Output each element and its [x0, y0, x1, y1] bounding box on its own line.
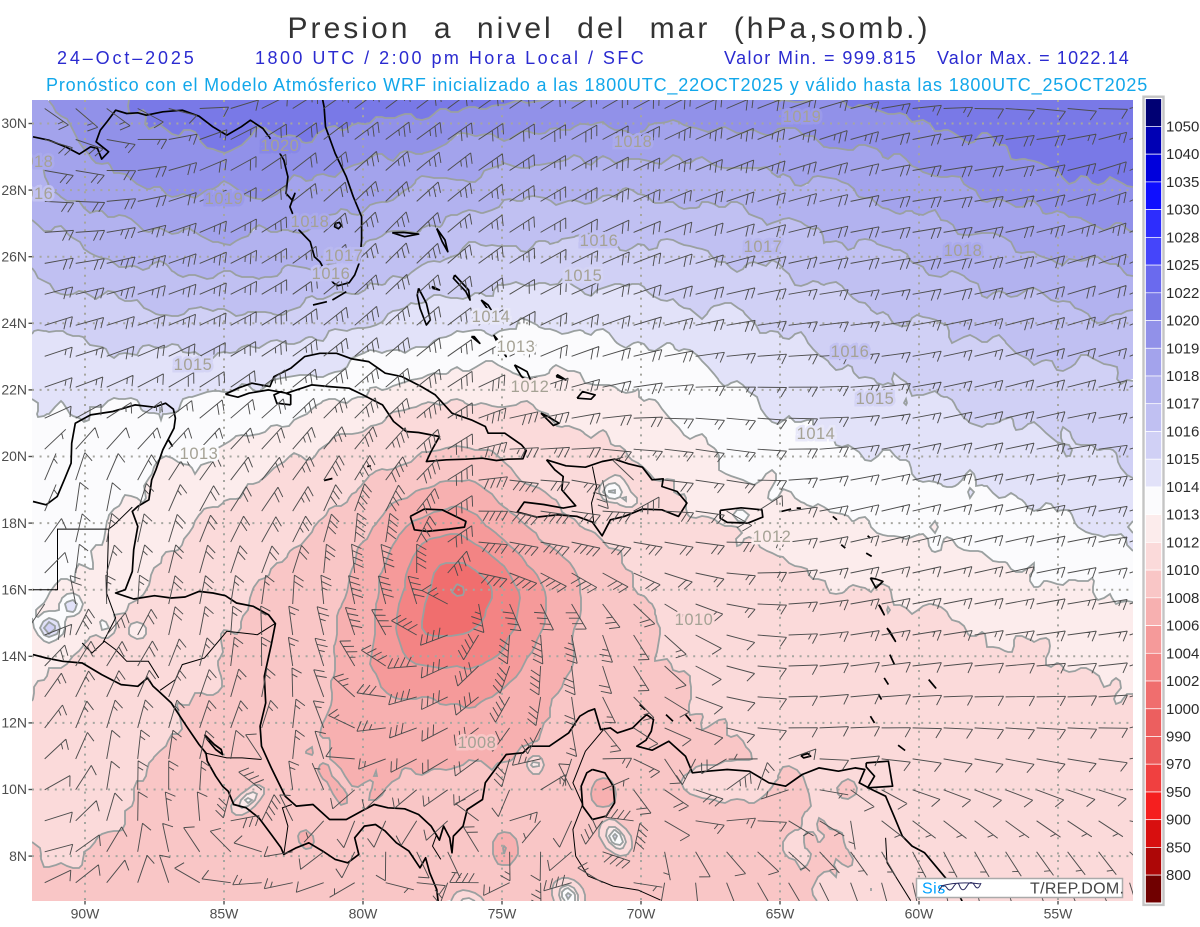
svg-text:12N: 12N — [1, 715, 27, 731]
svg-text:60W: 60W — [905, 906, 935, 922]
svg-text:1010: 1010 — [675, 611, 714, 629]
svg-text:1016: 1016 — [831, 343, 870, 361]
svg-text:1004: 1004 — [1166, 645, 1199, 662]
svg-text:1015: 1015 — [856, 390, 895, 408]
svg-text:85W: 85W — [210, 906, 240, 922]
svg-text:1020: 1020 — [1166, 313, 1199, 330]
svg-text:1017: 1017 — [325, 247, 364, 265]
svg-text:10N: 10N — [1, 781, 27, 797]
svg-text:20N: 20N — [1, 448, 27, 464]
svg-text:800: 800 — [1166, 867, 1191, 884]
svg-text:1008: 1008 — [1166, 590, 1199, 607]
svg-text:Presion a nivel del mar (hPa,s: Presion a nivel del mar (hPa,somb.) — [288, 12, 933, 45]
svg-text:1013: 1013 — [1166, 507, 1199, 524]
svg-text:1016: 1016 — [1166, 424, 1199, 441]
svg-text:18N: 18N — [1, 515, 27, 531]
svg-text:1018: 1018 — [291, 213, 330, 231]
svg-text:1000: 1000 — [1166, 701, 1199, 718]
svg-text:1002: 1002 — [1166, 673, 1199, 690]
svg-text:1016: 1016 — [312, 265, 351, 283]
svg-text:65W: 65W — [766, 906, 796, 922]
svg-text:1017: 1017 — [1166, 396, 1199, 413]
svg-text:1018: 1018 — [944, 242, 983, 260]
svg-text:1014: 1014 — [797, 425, 836, 443]
svg-text:1030: 1030 — [1166, 202, 1199, 219]
svg-text:14N: 14N — [1, 648, 27, 664]
svg-text:80W: 80W — [349, 906, 379, 922]
svg-text:24–Oct–2025: 24–Oct–2025 — [57, 48, 195, 68]
svg-text:1013: 1013 — [497, 338, 536, 356]
svg-text:1013: 1013 — [180, 445, 219, 463]
svg-text:1025: 1025 — [1166, 257, 1199, 274]
svg-text:1800 UTC / 2:00 pm Hora Local: 1800 UTC / 2:00 pm Hora Local / SFC — [255, 48, 645, 68]
svg-text:16N: 16N — [1, 581, 27, 597]
svg-text:1017: 1017 — [744, 238, 783, 256]
svg-text:1018: 1018 — [1166, 368, 1199, 385]
svg-text:1015: 1015 — [174, 356, 213, 374]
svg-text:55W: 55W — [1044, 906, 1074, 922]
svg-text:950: 950 — [1166, 784, 1191, 801]
svg-text:70W: 70W — [627, 906, 657, 922]
svg-text:900: 900 — [1166, 812, 1191, 829]
svg-text:1012: 1012 — [511, 378, 550, 396]
svg-text:Valor Max. = 1022.14: Valor Max. = 1022.14 — [937, 48, 1130, 68]
svg-text:1040: 1040 — [1166, 146, 1199, 163]
svg-text:26N: 26N — [1, 248, 27, 264]
svg-text:850: 850 — [1166, 839, 1191, 856]
svg-text:1019: 1019 — [1166, 340, 1199, 357]
svg-text:22N: 22N — [1, 382, 27, 398]
svg-text:1020: 1020 — [261, 137, 300, 155]
svg-text:28N: 28N — [1, 182, 27, 198]
svg-text:970: 970 — [1166, 756, 1191, 773]
svg-text:990: 990 — [1166, 729, 1191, 746]
svg-text:24N: 24N — [1, 315, 27, 331]
svg-text:8N: 8N — [9, 848, 27, 864]
svg-text:1014: 1014 — [472, 308, 511, 326]
svg-text:Valor Min. = 999.815: Valor Min. = 999.815 — [724, 48, 917, 68]
svg-text:1012: 1012 — [1166, 534, 1199, 551]
svg-text:1019: 1019 — [783, 108, 822, 126]
svg-text:1022: 1022 — [1166, 285, 1199, 302]
svg-text:1018: 1018 — [614, 133, 653, 151]
svg-text:75W: 75W — [488, 906, 518, 922]
svg-text:Sis: Sis — [922, 881, 946, 898]
svg-text:Pronóstico con el Modelo Atmós: Pronóstico con el Modelo Atmósferico WRF… — [46, 75, 1148, 96]
svg-text:T/REP.DOM.: T/REP.DOM. — [1030, 881, 1124, 898]
svg-text:1008: 1008 — [458, 734, 497, 752]
svg-text:1012: 1012 — [753, 528, 792, 546]
svg-text:1006: 1006 — [1166, 618, 1199, 635]
svg-text:1016: 1016 — [15, 185, 54, 203]
svg-text:1015: 1015 — [564, 267, 603, 285]
svg-text:1035: 1035 — [1166, 174, 1199, 191]
svg-text:1010: 1010 — [1166, 562, 1199, 579]
svg-text:1014: 1014 — [1166, 479, 1199, 496]
svg-text:1019: 1019 — [205, 190, 244, 208]
svg-text:30N: 30N — [1, 115, 27, 131]
svg-text:1050: 1050 — [1166, 118, 1199, 135]
svg-text:1016: 1016 — [580, 232, 619, 250]
svg-text:90W: 90W — [71, 906, 101, 922]
svg-text:1018: 1018 — [15, 153, 54, 171]
svg-text:1028: 1028 — [1166, 229, 1199, 246]
svg-text:1015: 1015 — [1166, 451, 1199, 468]
